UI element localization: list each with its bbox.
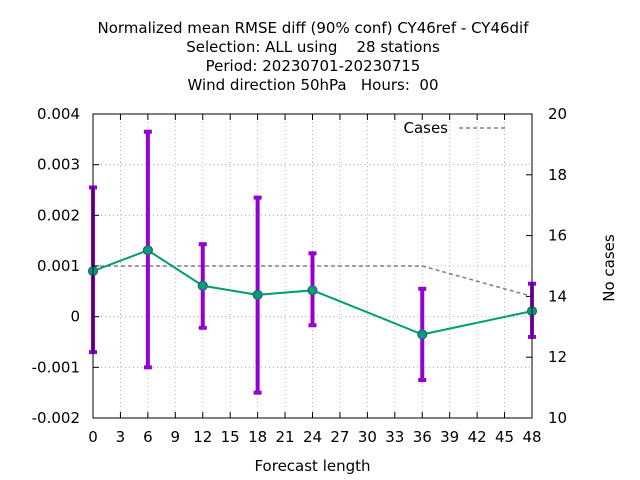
y2-axis-label: No cases <box>600 234 618 302</box>
x-tick-label: 27 <box>330 428 349 446</box>
title-line-0: Normalized mean RMSE diff (90% conf) CY4… <box>97 19 529 37</box>
data-point <box>252 289 263 300</box>
x-tick-label: 6 <box>143 428 153 446</box>
data-point <box>307 285 318 296</box>
rmse-diff-series <box>87 245 538 340</box>
legend: Cases <box>403 119 505 137</box>
y-axis-ticks: -0.002 -0.001 0 0.001 0.002 0.003 0.004 <box>32 105 99 427</box>
x-tick-label: 48 <box>522 428 541 446</box>
y2-tick-label: 10 <box>548 409 567 427</box>
y-tick-label: -0.001 <box>32 358 80 376</box>
x-tick-label: 15 <box>221 428 240 446</box>
x-axis-ticks: 0 3 6 9 12 15 18 21 24 27 30 33 36 39 42 45 48 <box>88 114 542 446</box>
x-tick-label: 24 <box>303 428 322 446</box>
x-tick-label: 12 <box>193 428 212 446</box>
y2-tick-label: 14 <box>548 287 567 305</box>
title-line-2: Period: 20230701-20230715 <box>206 57 421 75</box>
x-tick-label: 30 <box>358 428 377 446</box>
y2-tick-label: 16 <box>548 227 567 245</box>
x-tick-label: 33 <box>385 428 404 446</box>
y-tick-label: 0 <box>70 308 80 326</box>
x-axis-label: Forecast length <box>254 457 370 475</box>
x-tick-label: 42 <box>468 428 487 446</box>
y-tick-label: -0.002 <box>32 409 80 427</box>
y2-tick-label: 18 <box>548 166 567 184</box>
data-point <box>142 245 153 256</box>
x-tick-label: 45 <box>495 428 514 446</box>
x-tick-label: 21 <box>276 428 295 446</box>
x-tick-label: 18 <box>248 428 267 446</box>
y2-tick-label: 12 <box>548 348 567 366</box>
y-tick-label: 0.004 <box>37 105 80 123</box>
data-point <box>197 280 208 291</box>
y-tick-label: 0.002 <box>37 206 80 224</box>
x-tick-label: 9 <box>171 428 181 446</box>
legend-label-cases: Cases <box>403 119 448 137</box>
x-tick-label: 3 <box>116 428 126 446</box>
x-tick-label: 36 <box>413 428 432 446</box>
x-tick-label: 0 <box>88 428 98 446</box>
y2-axis-ticks: 10 12 14 16 18 20 <box>526 105 567 427</box>
y-tick-label: 0.003 <box>37 156 80 174</box>
data-point <box>417 329 428 340</box>
x-tick-label: 39 <box>440 428 459 446</box>
y2-tick-label: 20 <box>548 105 567 123</box>
y-tick-label: 0.001 <box>37 257 80 275</box>
title-line-1: Selection: ALL using 28 stations <box>186 38 440 56</box>
title-line-3: Wind direction 50hPa Hours: 00 <box>187 76 438 94</box>
chart-title: Normalized mean RMSE diff (90% conf) CY4… <box>97 19 529 94</box>
